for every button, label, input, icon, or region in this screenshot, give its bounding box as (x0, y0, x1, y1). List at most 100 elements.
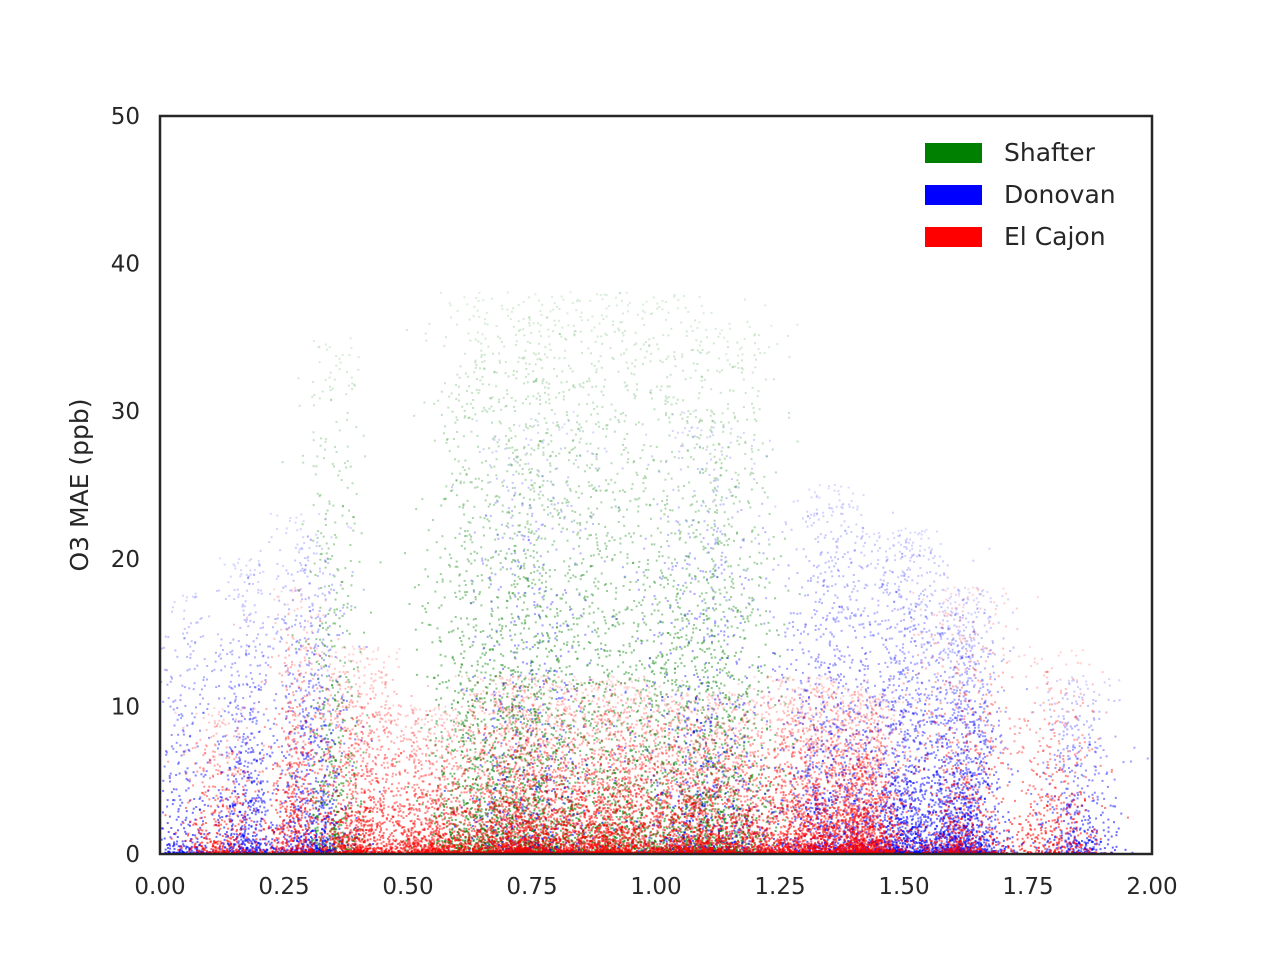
data-point (323, 704, 326, 707)
data-point (590, 516, 593, 519)
data-point (600, 642, 603, 645)
data-point (480, 488, 483, 491)
data-point (564, 731, 567, 734)
data-point (665, 794, 667, 797)
data-point (597, 580, 600, 583)
data-point (512, 370, 515, 372)
data-point (544, 537, 547, 540)
data-point (650, 389, 653, 392)
data-point (480, 546, 483, 549)
data-point (530, 711, 533, 714)
data-point (637, 566, 640, 568)
data-point (474, 359, 477, 362)
data-point (538, 605, 541, 608)
data-point (563, 642, 565, 645)
data-point (491, 845, 494, 848)
data-point (456, 431, 459, 433)
data-point (740, 823, 743, 826)
data-point (701, 669, 704, 672)
data-point (538, 614, 541, 617)
data-point (505, 826, 508, 829)
data-point (708, 681, 710, 684)
data-point (496, 641, 499, 644)
data-point (479, 836, 482, 838)
data-point (594, 732, 597, 735)
data-point (578, 485, 580, 488)
data-point (469, 737, 472, 740)
data-point (322, 665, 325, 668)
data-point (438, 682, 441, 685)
data-point (556, 626, 559, 629)
data-point (590, 329, 593, 332)
data-point (456, 309, 459, 312)
data-point (457, 701, 459, 704)
data-point (448, 450, 451, 453)
data-point (734, 496, 737, 499)
data-point (596, 544, 599, 547)
data-point (530, 532, 533, 535)
data-point (687, 642, 690, 645)
data-point (463, 416, 466, 419)
data-point (476, 758, 479, 761)
data-point (580, 311, 583, 314)
data-point (539, 828, 542, 831)
data-point (549, 690, 552, 693)
data-point (635, 342, 638, 345)
data-point (549, 500, 552, 502)
data-point (593, 780, 596, 783)
data-point (462, 657, 465, 659)
data-point (556, 721, 559, 724)
data-point (667, 396, 670, 399)
data-point (714, 511, 716, 513)
data-point (727, 713, 730, 716)
data-point (566, 572, 569, 575)
data-point (538, 578, 541, 581)
data-point (563, 357, 566, 360)
data-point (740, 371, 743, 374)
data-point (626, 556, 629, 559)
data-point (589, 777, 592, 780)
data-point (603, 831, 606, 834)
data-point (643, 615, 646, 618)
data-point (590, 829, 593, 832)
data-point (459, 365, 462, 368)
data-point (533, 714, 536, 717)
data-point (475, 697, 478, 700)
data-point (499, 710, 502, 713)
data-point (523, 706, 526, 709)
data-point (550, 434, 553, 437)
data-point (708, 843, 711, 846)
data-point (595, 489, 598, 492)
data-point (504, 361, 507, 363)
data-point (464, 787, 467, 790)
data-point (451, 827, 454, 830)
data-point (536, 473, 539, 476)
data-point (695, 627, 698, 630)
data-point (522, 770, 525, 773)
data-point (661, 760, 664, 763)
data-point (654, 734, 657, 737)
data-point (535, 397, 538, 400)
data-point (333, 465, 335, 468)
data-point (502, 711, 504, 714)
data-point (558, 452, 561, 455)
data-point (480, 574, 483, 577)
data-point (513, 583, 516, 586)
data-point (476, 331, 479, 334)
data-point (335, 810, 338, 813)
data-point (483, 646, 486, 649)
data-point (524, 453, 527, 456)
data-point (328, 761, 331, 764)
data-point (519, 578, 521, 580)
data-point (488, 586, 491, 589)
data-point (341, 514, 344, 517)
data-point (541, 609, 544, 612)
data-point (521, 825, 524, 828)
data-point (653, 781, 655, 784)
data-point (475, 778, 477, 781)
data-point (477, 340, 480, 343)
data-point (601, 816, 604, 819)
data-point (651, 312, 654, 315)
data-point (662, 841, 665, 844)
data-point (511, 698, 514, 700)
